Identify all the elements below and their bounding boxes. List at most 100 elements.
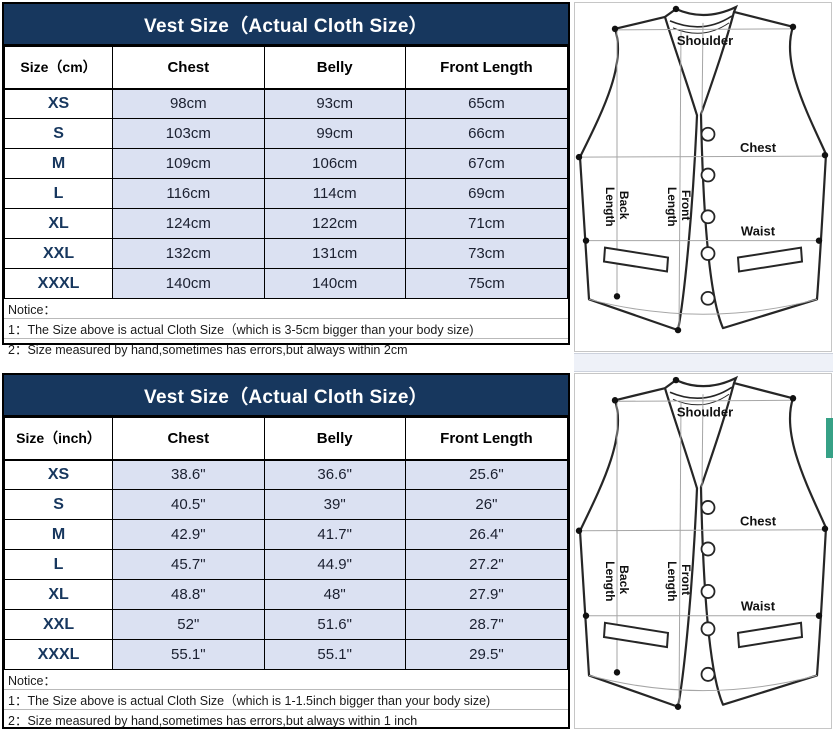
spreadsheet-gap-strip xyxy=(574,353,833,372)
size-panel-cm: Vest Size（Actual Cloth Size） Size（cm） Ch… xyxy=(2,2,570,357)
notice-label: Notice： xyxy=(8,303,56,317)
column-header-chest: Chest xyxy=(112,417,265,461)
vest-diagram-box-inch: Shoulder Chest Waist Back Length Front L… xyxy=(574,373,832,729)
pocket-welts xyxy=(602,246,804,273)
chest-label: Chest xyxy=(740,514,777,529)
notice-block: Notice： 1：The Size above is actual Cloth… xyxy=(4,299,568,358)
column-header-chest: Chest xyxy=(112,46,265,90)
belly-value: 44.9" xyxy=(263,549,406,580)
front-length-value: 67cm xyxy=(404,148,569,179)
belly-value: 51.6" xyxy=(263,609,406,640)
column-header-belly: Belly xyxy=(263,417,406,461)
chest-value: 40.5" xyxy=(112,489,265,520)
chest-value: 124cm xyxy=(112,208,265,239)
table-row: L 116cm 114cm 69cm xyxy=(3,178,569,209)
table-row: XXL 52" 51.6" 28.7" xyxy=(3,609,569,640)
front-length-value: 26" xyxy=(404,489,569,520)
table-row: XXL 132cm 131cm 73cm xyxy=(3,238,569,269)
measurement-guides xyxy=(578,22,826,331)
belly-value: 36.6" xyxy=(263,459,406,490)
chest-value: 38.6" xyxy=(112,459,265,490)
belly-value: 140cm xyxy=(263,268,406,299)
front-length-label: Front Length xyxy=(665,561,693,601)
belly-value: 41.7" xyxy=(263,519,406,550)
chest-value: 98cm xyxy=(112,88,265,119)
column-header-size: Size（inch） xyxy=(3,417,114,461)
column-header-front-length: Front Length xyxy=(404,417,569,461)
column-header-row: Size（cm） Chest Belly Front Length xyxy=(3,46,569,90)
size-label: XXXL xyxy=(3,639,114,670)
table-row: XS 38.6" 36.6" 25.6" xyxy=(3,459,569,490)
front-length-value: 66cm xyxy=(404,118,569,149)
waist-label: Waist xyxy=(741,599,776,614)
column-header-row: Size（inch） Chest Belly Front Length xyxy=(3,417,569,461)
notice-label: Notice： xyxy=(8,674,56,688)
waist-label: Waist xyxy=(741,224,776,239)
size-label: S xyxy=(3,489,114,520)
notice-line-2: 2：Size measured by hand,sometimes has er… xyxy=(4,709,568,729)
belly-value: 99cm xyxy=(263,118,406,149)
shoulder-label: Shoulder xyxy=(677,33,733,48)
chest-value: 140cm xyxy=(112,268,265,299)
size-label: L xyxy=(3,178,114,209)
back-length-label: Back Length xyxy=(603,561,631,601)
vest-buttons xyxy=(700,126,716,306)
front-length-value: 25.6" xyxy=(404,459,569,490)
size-label: XL xyxy=(3,208,114,239)
size-label: XXXL xyxy=(3,268,114,299)
table-row: M 42.9" 41.7" 26.4" xyxy=(3,519,569,550)
vest-right-front-panel xyxy=(699,10,828,330)
vest-buttons xyxy=(700,500,716,682)
front-length-value: 71cm xyxy=(404,208,569,239)
shoulder-label: Shoulder xyxy=(677,404,733,419)
column-header-size: Size（cm） xyxy=(3,46,114,90)
notice-block: Notice： 1：The Size above is actual Cloth… xyxy=(4,670,568,729)
front-length-value: 65cm xyxy=(404,88,569,119)
front-length-value: 69cm xyxy=(404,178,569,209)
size-panel-inch: Vest Size（Actual Cloth Size） Size（inch） … xyxy=(2,373,570,729)
belly-value: 106cm xyxy=(263,148,406,179)
front-length-label: Front Length xyxy=(665,187,693,227)
front-length-value: 29.5" xyxy=(404,639,569,670)
notice-line-1: 1：The Size above is actual Cloth Size（wh… xyxy=(4,689,568,709)
chest-value: 48.8" xyxy=(112,579,265,610)
size-table-inch: Size（inch） Chest Belly Front Length XS 3… xyxy=(3,417,569,670)
chest-value: 109cm xyxy=(112,148,265,179)
belly-value: 48" xyxy=(263,579,406,610)
vest-diagram-box-cm: Shoulder Chest Waist Back Length Front L… xyxy=(574,2,832,352)
belly-value: 39" xyxy=(263,489,406,520)
chest-value: 55.1" xyxy=(112,639,265,670)
table-row: XL 48.8" 48" 27.9" xyxy=(3,579,569,610)
size-table-cm: Size（cm） Chest Belly Front Length XS 98c… xyxy=(3,46,569,299)
chest-value: 116cm xyxy=(112,178,265,209)
front-length-value: 27.2" xyxy=(404,549,569,580)
size-label: L xyxy=(3,549,114,580)
notice-line-2: 2：Size measured by hand,sometimes has er… xyxy=(4,338,568,358)
belly-value: 122cm xyxy=(263,208,406,239)
table-title: Vest Size（Actual Cloth Size） xyxy=(4,4,568,46)
table-row: XL 124cm 122cm 71cm xyxy=(3,208,569,239)
size-label: S xyxy=(3,118,114,149)
front-length-value: 73cm xyxy=(404,238,569,269)
belly-value: 114cm xyxy=(263,178,406,209)
size-label: XS xyxy=(3,88,114,119)
front-length-value: 27.9" xyxy=(404,579,569,610)
chest-value: 52" xyxy=(112,609,265,640)
chest-value: 103cm xyxy=(112,118,265,149)
teal-mark xyxy=(826,418,833,458)
size-label: XXL xyxy=(3,238,114,269)
table-row: S 40.5" 39" 26" xyxy=(3,489,569,520)
table-row: XS 98cm 93cm 65cm xyxy=(3,88,569,119)
front-length-value: 26.4" xyxy=(404,519,569,550)
front-length-value: 28.7" xyxy=(404,609,569,640)
vest-diagram: Shoulder Chest Waist Back Length Front L… xyxy=(575,4,829,334)
table-row: XXXL 55.1" 55.1" 29.5" xyxy=(3,639,569,670)
belly-value: 131cm xyxy=(263,238,406,269)
chest-value: 132cm xyxy=(112,238,265,269)
table-row: L 45.7" 44.9" 27.2" xyxy=(3,549,569,580)
chest-label: Chest xyxy=(740,140,777,155)
table-row: S 103cm 99cm 66cm xyxy=(3,118,569,149)
chest-value: 42.9" xyxy=(112,519,265,550)
vest-right-front-panel xyxy=(699,381,828,706)
size-label: XXL xyxy=(3,609,114,640)
